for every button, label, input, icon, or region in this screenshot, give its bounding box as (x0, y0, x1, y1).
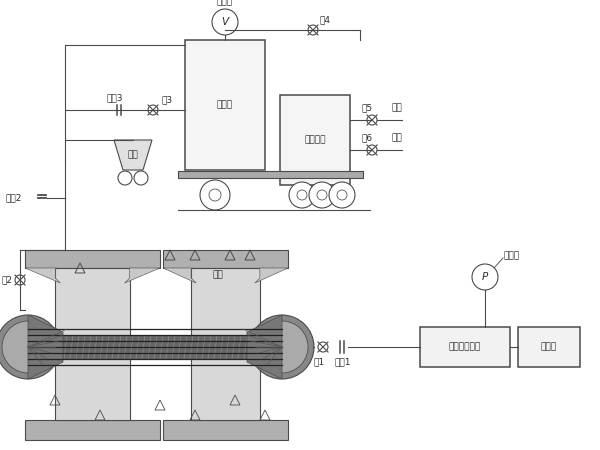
Circle shape (2, 321, 54, 373)
Circle shape (200, 180, 230, 210)
Text: 阀6: 阀6 (362, 133, 373, 142)
Polygon shape (28, 315, 63, 379)
Text: 螺杆式灌浆机: 螺杆式灌浆机 (449, 342, 481, 351)
Polygon shape (163, 268, 196, 283)
Bar (25, 250, 160, 268)
Text: 废液: 废液 (128, 150, 139, 159)
Text: 阀2: 阀2 (2, 275, 13, 284)
Polygon shape (247, 315, 282, 379)
Bar (191, 268, 260, 420)
Polygon shape (114, 140, 152, 170)
Text: 接头2: 接头2 (5, 194, 22, 202)
Text: 真空表: 真空表 (217, 0, 233, 6)
Bar (185, 40, 265, 170)
Text: 进水: 进水 (392, 103, 403, 112)
Polygon shape (255, 268, 288, 283)
Text: 真空泵体: 真空泵体 (304, 135, 326, 144)
Bar (163, 420, 288, 440)
Text: 接头1: 接头1 (335, 357, 351, 366)
Text: 构件: 构件 (212, 270, 223, 279)
Text: V: V (221, 17, 229, 27)
Circle shape (250, 315, 314, 379)
Bar (420, 327, 510, 367)
Circle shape (329, 182, 355, 208)
Text: 压力表: 压力表 (503, 251, 519, 260)
Text: 阀1: 阀1 (313, 357, 325, 366)
Text: 阀4: 阀4 (320, 15, 331, 24)
Bar (55, 268, 130, 420)
Bar (163, 250, 288, 268)
Polygon shape (125, 268, 160, 283)
Circle shape (309, 182, 335, 208)
Bar (178, 171, 363, 178)
Bar (280, 95, 350, 185)
Bar (60, 335, 255, 359)
Text: 搅拌机: 搅拌机 (541, 342, 557, 351)
Circle shape (289, 182, 315, 208)
Circle shape (256, 321, 308, 373)
Bar (25, 420, 160, 440)
Circle shape (472, 264, 498, 290)
Text: 接头3: 接头3 (107, 93, 123, 102)
Polygon shape (25, 268, 61, 283)
Text: 排水: 排水 (392, 133, 403, 142)
Text: 储浆罐: 储浆罐 (217, 100, 233, 109)
Circle shape (0, 315, 60, 379)
Bar (518, 327, 580, 367)
Text: 阀3: 阀3 (161, 95, 172, 104)
Circle shape (212, 9, 238, 35)
Text: 阀5: 阀5 (362, 103, 373, 112)
Text: P: P (482, 272, 488, 282)
